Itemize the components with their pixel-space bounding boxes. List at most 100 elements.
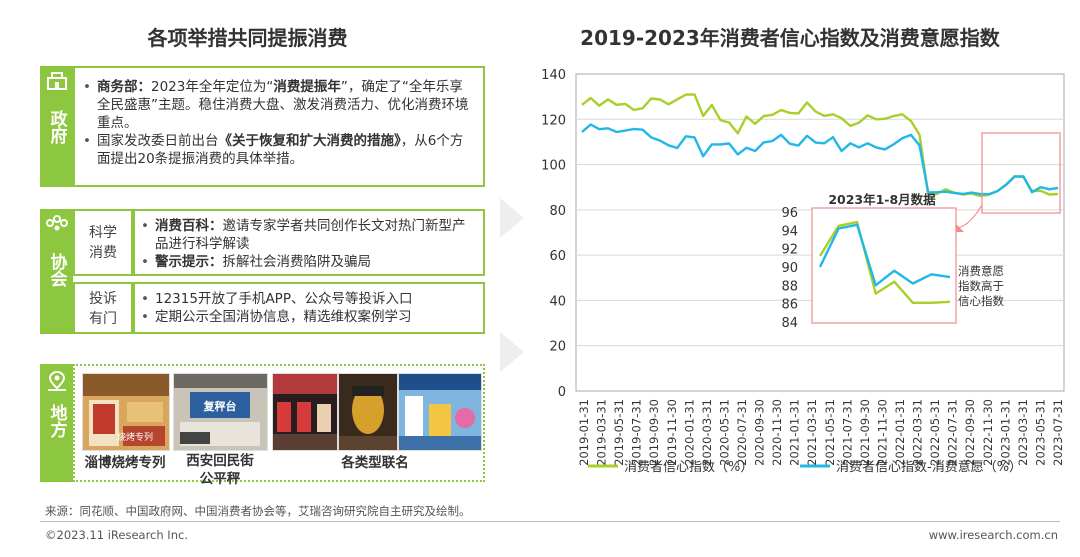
x-tick-label: 2021-03-31: [805, 399, 819, 466]
zibo-bbq-train-photo: 烧烤专列: [82, 373, 170, 451]
x-tick-label: 2021-01-31: [788, 399, 802, 466]
assoc-bullets-1: 消费百科：邀请专家学者共同创作长文对热门新型产品进行科学解读警示提示：拆解社会消…: [139, 217, 477, 271]
inset-chart: 2023年1-8月数据 84 86 88 90 92 94 96 消费意愿 指数高于 信心指…: [781, 192, 1004, 331]
bullet-text: 国家发改委日前出台: [97, 133, 219, 149]
inset-y-tick-label: 96: [781, 206, 798, 221]
legend-label-willingness: 消费者信心指数-消费意愿（%）: [836, 459, 1022, 475]
x-tick-label: 2020-07-31: [735, 399, 749, 466]
bullet-item: 定期公示全国消协信息，精选维权案例学习: [139, 308, 477, 326]
x-tick-label: 2022-05-31: [928, 399, 942, 466]
caption-co-brand: 各类型联名: [341, 455, 409, 471]
local-tag: 地方: [40, 364, 73, 482]
series-line-confidence: [581, 93, 1059, 198]
bullet-item: 国家发改委日前出台《关于恢复和扩大消费的措施》，从6个方面提出20条提振消费的具…: [81, 132, 473, 168]
zibo-photo-text: 烧烤专列: [117, 431, 153, 443]
assoc-sub-label-1: 科学消费: [89, 225, 117, 261]
y-tick-label: 0: [558, 385, 566, 400]
source-note: 来源：同花顺、中国政府网、中国消费者协会等，艾瑞咨询研究院自主研究及绘制。: [45, 504, 471, 518]
bullet-bold-text: 消费百科：: [155, 218, 223, 234]
assoc-label: 协会: [46, 253, 67, 287]
inset-y-tick-label: 92: [781, 243, 798, 258]
y-axis-tick-labels: 0 20 40 60 80 100 120 140: [541, 68, 566, 400]
bullet-item: 12315开放了手机APP、公众号等投诉入口: [139, 290, 477, 308]
caption-xian: 西安回民街公平秤: [186, 453, 254, 487]
xian-scale-photo: 复秤台: [173, 373, 268, 451]
bullet-item: 商务部：2023年全年定位为“消费提振年”，确定了“全年乐享全民盛惠”主题。稳住…: [81, 78, 473, 132]
inset-y-tick-label: 88: [781, 279, 798, 294]
y-tick-label: 140: [541, 68, 566, 83]
bullet-item: 警示提示：拆解社会消费陷阱及骗局: [139, 253, 477, 271]
x-tick-label: 2020-09-30: [753, 399, 767, 466]
inset-title: 2023年1-8月数据: [828, 192, 936, 207]
inset-y-tick-labels: 84 86 88 90 92 94 96: [781, 206, 798, 331]
x-tick-label: 2021-11-30: [875, 399, 889, 466]
inset-annotation-line-2: 指数高于: [958, 279, 1004, 293]
inset-y-tick-label: 86: [781, 298, 798, 313]
series-line-willingness: [581, 123, 1059, 196]
network-icon: [45, 215, 68, 231]
chart-title: 2019-2023年消费者信心指数及消费意愿指数: [580, 26, 1000, 50]
assoc-tag: 协会: [40, 209, 73, 334]
x-tick-label: 2019-11-30: [665, 399, 679, 466]
highlight-connector: [957, 204, 983, 229]
co-brand-photo-3: [398, 373, 482, 451]
y-tick-label: 100: [541, 159, 566, 174]
website-link[interactable]: www.iresearch.com.cn: [928, 528, 1058, 542]
assoc-sub-label-2: 投诉有门: [89, 291, 117, 327]
gov-tag: 政府: [40, 66, 73, 187]
assoc-sub-box-1: 科学消费: [73, 209, 133, 276]
assoc-row-1: 消费百科：邀请专家学者共同创作长文对热门新型产品进行科学解读警示提示：拆解社会消…: [133, 209, 485, 276]
bullet-text: ”，确定了“全年乐享全民盛惠”主题。稳住消费大盘、激发消费活力、优化消费环境重点…: [97, 79, 469, 131]
legend-label-confidence: 消费者信心指数（%）: [624, 460, 753, 475]
location-pin-icon: [47, 370, 66, 391]
government-building-icon: [46, 72, 67, 90]
y-tick-label: 20: [549, 340, 566, 355]
x-tick-label: 2022-11-30: [981, 399, 995, 466]
footer-divider: [40, 521, 1060, 522]
inset-annotation-line-3: 信心指数: [958, 294, 1004, 308]
y-tick-label: 60: [549, 249, 566, 264]
x-tick-label: 2021-09-30: [858, 399, 872, 466]
assoc-sub-box-2: 投诉有门: [73, 282, 133, 334]
gov-bullets: 商务部：2023年全年定位为“消费提振年”，确定了“全年乐享全民盛惠”主题。稳住…: [81, 78, 473, 168]
x-tick-label: 2023-07-31: [1051, 399, 1065, 466]
co-brand-photo-2: [338, 373, 398, 451]
y-tick-label: 80: [549, 204, 566, 219]
x-tick-label: 2022-07-31: [946, 399, 960, 466]
x-tick-label: 2020-01-31: [682, 399, 696, 466]
bullet-text: 2023年全年定位为“: [151, 79, 274, 95]
bullet-bold-text: 《关于恢复和扩大消费的措施》: [218, 133, 401, 149]
inset-series-line-confidence: [818, 220, 951, 305]
x-tick-label: 2020-11-30: [770, 399, 784, 466]
x-tick-label: 2020-03-31: [700, 399, 714, 466]
inset-y-tick-label: 94: [781, 224, 798, 239]
bullet-bold-text: 警示提示：: [155, 254, 223, 270]
x-tick-label: 2019-05-31: [612, 399, 626, 466]
assoc-row-2: 12315开放了手机APP、公众号等投诉入口定期公示全国消协信息，精选维权案例学…: [133, 282, 485, 334]
bullet-text: 拆解社会消费陷阱及骗局: [222, 254, 372, 270]
x-tick-label: 2022-01-31: [893, 399, 907, 466]
xian-sign-text: 复秤台: [203, 399, 237, 413]
bullet-text: ，从6个方面提出20条提振消费的具体举措。: [97, 133, 464, 167]
inset-y-tick-label: 84: [781, 316, 798, 331]
co-brand-photo-1: [272, 373, 338, 451]
x-tick-label: 2023-01-31: [998, 399, 1012, 466]
bullet-text: 定期公示全国消协信息，精选维权案例学习: [155, 309, 412, 325]
inset-series-lines: [818, 220, 951, 305]
x-tick-label: 2021-05-31: [823, 399, 837, 466]
bullet-text: 邀请专家学者共同创作长文对热门新型产品进行科学解读: [155, 218, 466, 252]
assoc-bullets-2: 12315开放了手机APP、公众号等投诉入口定期公示全国消协信息，精选维权案例学…: [139, 290, 477, 326]
x-tick-label: 2023-03-31: [1016, 399, 1030, 466]
chevron-right-icon-2: [500, 332, 524, 372]
x-tick-label: 2021-07-31: [840, 399, 854, 466]
bullet-item: 消费百科：邀请专家学者共同创作长文对热门新型产品进行科学解读: [139, 217, 477, 253]
inset-y-tick-label: 90: [781, 261, 798, 276]
gov-label: 政府: [46, 110, 67, 144]
chevron-right-icon: [500, 198, 524, 238]
bullet-bold-text: 消费提振年: [273, 79, 341, 95]
x-tick-label: 2019-07-31: [630, 399, 644, 466]
series-lines: [581, 93, 1059, 198]
bullet-bold-text: 商务部：: [97, 79, 151, 95]
y-tick-label: 40: [549, 294, 566, 309]
